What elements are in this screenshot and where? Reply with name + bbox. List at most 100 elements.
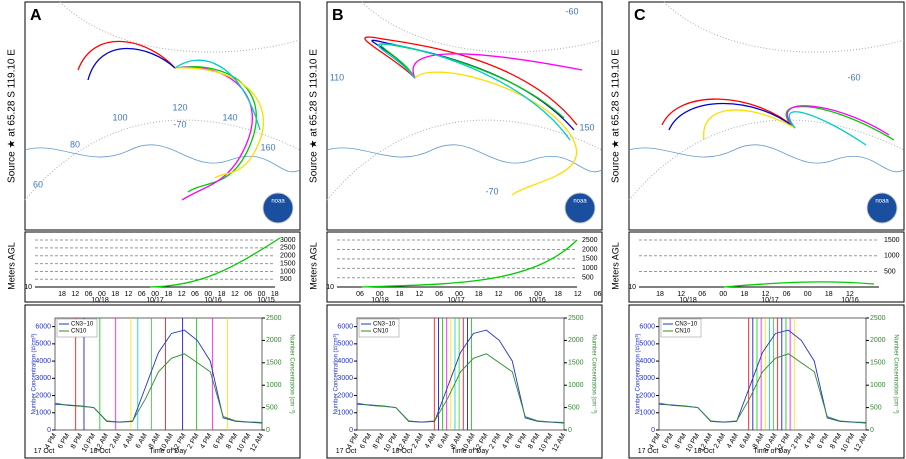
series-line (356, 353, 565, 423)
y2-tick-label: 2500 (568, 315, 584, 322)
agl-tick-label: 500 (582, 275, 594, 282)
agl-ylabel: Meters AGL (308, 242, 318, 290)
agl-x-tick: 18 (111, 291, 119, 298)
trajectory (174, 67, 265, 179)
series-line (54, 353, 263, 423)
map-label: -60 (847, 72, 860, 82)
agl-frame (326, 231, 603, 303)
y2-tick-label: 1500 (266, 360, 282, 367)
y-tick-label: 1000 (639, 410, 655, 417)
y-tick-label: 3000 (35, 375, 51, 382)
agl-x-tick: 12 (677, 291, 685, 298)
y2-label: Number Concentration (cm⁻³) (288, 334, 294, 413)
y-tick-label: 5000 (35, 341, 51, 348)
trajectory (412, 53, 583, 79)
agl-ylabel: Meters AGL (6, 242, 16, 290)
agl-date: 10/16 (528, 297, 546, 304)
agl-x-tick: 00 (455, 291, 463, 298)
agl-tick-label: 2500 (280, 245, 296, 252)
agl-x-tick: 06 (698, 291, 706, 298)
y2-tick-label: 2000 (870, 337, 886, 344)
legend-label: CN3−10 (373, 322, 396, 328)
y2-tick-label: 2500 (870, 315, 886, 322)
y-tick-label: 6000 (639, 323, 655, 330)
agl-date: 10/15 (257, 297, 275, 304)
map-label: 60 (33, 179, 43, 189)
agl-x-tick: 18 (58, 291, 66, 298)
map-frame (24, 1, 301, 231)
y-tick-label: 4000 (337, 358, 353, 365)
lat-circle (628, 119, 905, 201)
coastline (628, 144, 905, 173)
coastline (326, 144, 603, 173)
agl-tick-label: 2000 (582, 246, 598, 253)
agl-tick-label: 10 (628, 284, 636, 291)
agl-tick-label: 10 (24, 284, 32, 291)
y2-tick-label: 1500 (568, 360, 584, 367)
trajectory (703, 109, 796, 141)
agl-date: 10/16 (841, 297, 859, 304)
panel-label: A (30, 7, 42, 24)
y-tick-label: 2000 (35, 392, 51, 399)
y-tick-label: 3000 (337, 375, 353, 382)
panel-label: B (332, 7, 344, 24)
logo-text: noaa (875, 199, 889, 205)
agl-x-tick: 18 (218, 291, 226, 298)
agl-x-tick: 12 (416, 291, 424, 298)
agl-tick-label: 1000 (884, 253, 900, 260)
agl-x-tick: 00 (98, 291, 106, 298)
x-label: Time of Day (149, 448, 187, 455)
y2-tick-label: 1000 (266, 382, 282, 389)
legend-label: CN10 (373, 329, 389, 335)
noaa-logo (866, 192, 898, 224)
date-label: 17 Oct (34, 448, 55, 455)
agl-x-tick: 18 (396, 291, 404, 298)
agl-tick-label: 10 (326, 284, 334, 291)
agl-frame (628, 231, 905, 303)
agl-ylabel: Meters AGL (610, 242, 620, 290)
agl-tick-label: 1500 (280, 260, 296, 267)
plot-area (356, 317, 565, 431)
trajectory (174, 66, 257, 193)
y-tick-label: 6000 (337, 323, 353, 330)
y2-tick-label: 1500 (870, 360, 886, 367)
y-tick-label: 0 (349, 427, 353, 434)
map-label: 160 (260, 142, 275, 152)
y-tick-label: 0 (47, 427, 51, 434)
legend-label: CN10 (675, 329, 691, 335)
panel: -60 110 150 -70 B Source ★ at 65.28 S 119.10 … (308, 1, 603, 459)
y-tick-label: 3000 (639, 375, 655, 382)
ts-frame (24, 304, 301, 459)
lat-circle (24, 119, 301, 201)
trajectory (77, 40, 176, 71)
y2-label: Number Concentration (cm⁻³) (590, 334, 596, 413)
map-label: 110 (330, 72, 344, 82)
y2-label: Number Concentration (cm⁻³) (892, 334, 898, 413)
noaa-logo (262, 192, 294, 224)
map-label: 100 (112, 112, 127, 122)
trajectory (87, 47, 176, 81)
agl-tick-label: 1000 (280, 268, 296, 275)
trajectory (785, 105, 895, 141)
agl-x-tick: 06 (244, 291, 252, 298)
map-label: 80 (70, 139, 80, 149)
agl-x-tick: 12 (495, 291, 503, 298)
panel-label: C (634, 7, 646, 24)
agl-trajectory (361, 239, 578, 288)
map-label: 120 (172, 102, 187, 112)
agl-x-tick: 12 (762, 291, 770, 298)
agl-x-tick: 00 (258, 291, 266, 298)
agl-x-tick: 12 (178, 291, 186, 298)
x-label: Time of Day (753, 448, 791, 455)
y-tick-label: 5000 (639, 341, 655, 348)
x-label: Time of Day (451, 448, 489, 455)
legend-label: CN3−10 (675, 322, 698, 328)
y-tick-label: 1000 (337, 410, 353, 417)
date-label: 17 Oct (336, 448, 357, 455)
trajectory (661, 98, 796, 129)
agl-x-tick: 12 (125, 291, 133, 298)
panel: -60 C Source ★ at 65.28 S 119.10 E noaa Mete… (610, 1, 905, 459)
agl-x-tick: 12 (846, 291, 854, 298)
agl-x-tick: 00 (151, 291, 159, 298)
